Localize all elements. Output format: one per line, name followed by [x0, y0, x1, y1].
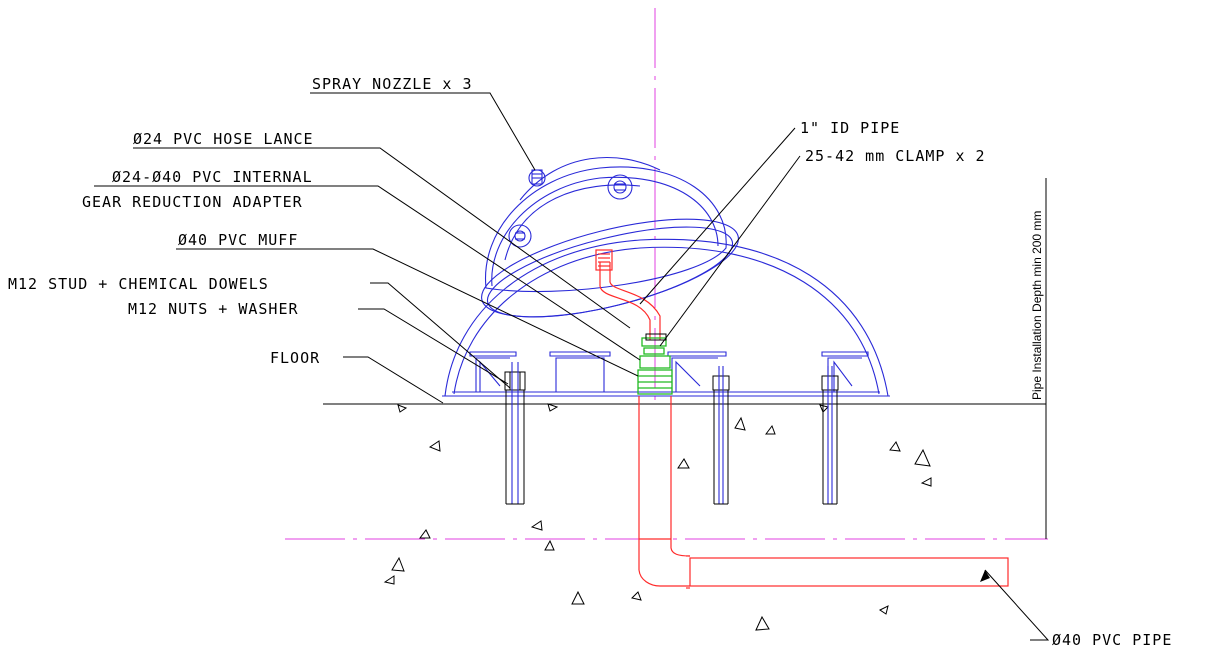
cover-lid	[484, 166, 727, 293]
bracket	[549, 351, 611, 392]
leader-floor	[343, 356, 444, 404]
label-id-pipe: 1" ID PIPE	[800, 119, 900, 137]
stud	[821, 366, 839, 505]
bracket	[821, 351, 869, 392]
bracket	[667, 351, 727, 392]
label-internal-adapter-1: Ø24-Ø40 PVC INTERNAL	[112, 168, 313, 186]
label-depth: Pipe Installation Depth min 200 mm	[1030, 211, 1044, 400]
dome-cover	[442, 156, 890, 397]
spray-nozzle-icon	[607, 174, 633, 200]
label-spray-nozzle: SPRAY NOZZLE x 3	[312, 75, 473, 93]
leader-stud	[370, 282, 511, 389]
spray-nozzle-icon	[528, 169, 546, 187]
gear-reduction-adapter	[639, 355, 671, 369]
leader-hose-lance	[133, 147, 631, 329]
dome-outline	[444, 238, 889, 397]
stud	[712, 366, 730, 505]
label-nuts: M12 NUTS + WASHER	[128, 300, 299, 318]
label-muff: Ø40 PVC MUFF	[178, 231, 298, 249]
leader-nuts	[358, 308, 509, 385]
spray-nozzle-icon	[508, 224, 532, 248]
stud	[504, 362, 526, 505]
adapter-assembly	[637, 333, 673, 395]
label-stud: M12 STUD + CHEMICAL DOWELS	[8, 275, 269, 293]
leader-lines	[94, 92, 1050, 641]
label-floor: FLOOR	[270, 349, 320, 367]
leader-muff	[176, 248, 639, 377]
leader-pvc-pipe	[984, 569, 1050, 641]
annotation-labels: SPRAY NOZZLE x 3 Ø24 PVC HOSE LANCE Ø24-…	[8, 75, 1172, 649]
label-pvc-pipe: Ø40 PVC PIPE	[1052, 631, 1172, 649]
leader-internal-adapter	[94, 185, 641, 361]
floor-slab	[323, 178, 1047, 539]
label-internal-adapter-2: GEAR REDUCTION ADAPTER	[82, 193, 303, 211]
label-clamp: 25-42 mm CLAMP x 2	[805, 147, 986, 165]
leader-spray-nozzle	[310, 92, 536, 171]
spray-nozzles	[508, 169, 633, 248]
leader-id-pipe	[639, 127, 796, 305]
pipe-clamp	[641, 337, 667, 347]
centerlines	[285, 8, 1048, 540]
pipe-elbow	[638, 539, 690, 587]
concrete-aggregate	[383, 403, 932, 631]
pvc-piping	[595, 249, 1009, 589]
base-brackets	[469, 351, 869, 392]
anchor-studs	[504, 362, 839, 505]
hose-fitting	[595, 249, 613, 271]
leader-clamp	[659, 155, 801, 347]
horizontal-pvc-pipe	[689, 557, 1009, 587]
label-hose-lance: Ø24 PVC HOSE LANCE	[133, 130, 314, 148]
hose-lance	[599, 262, 651, 340]
